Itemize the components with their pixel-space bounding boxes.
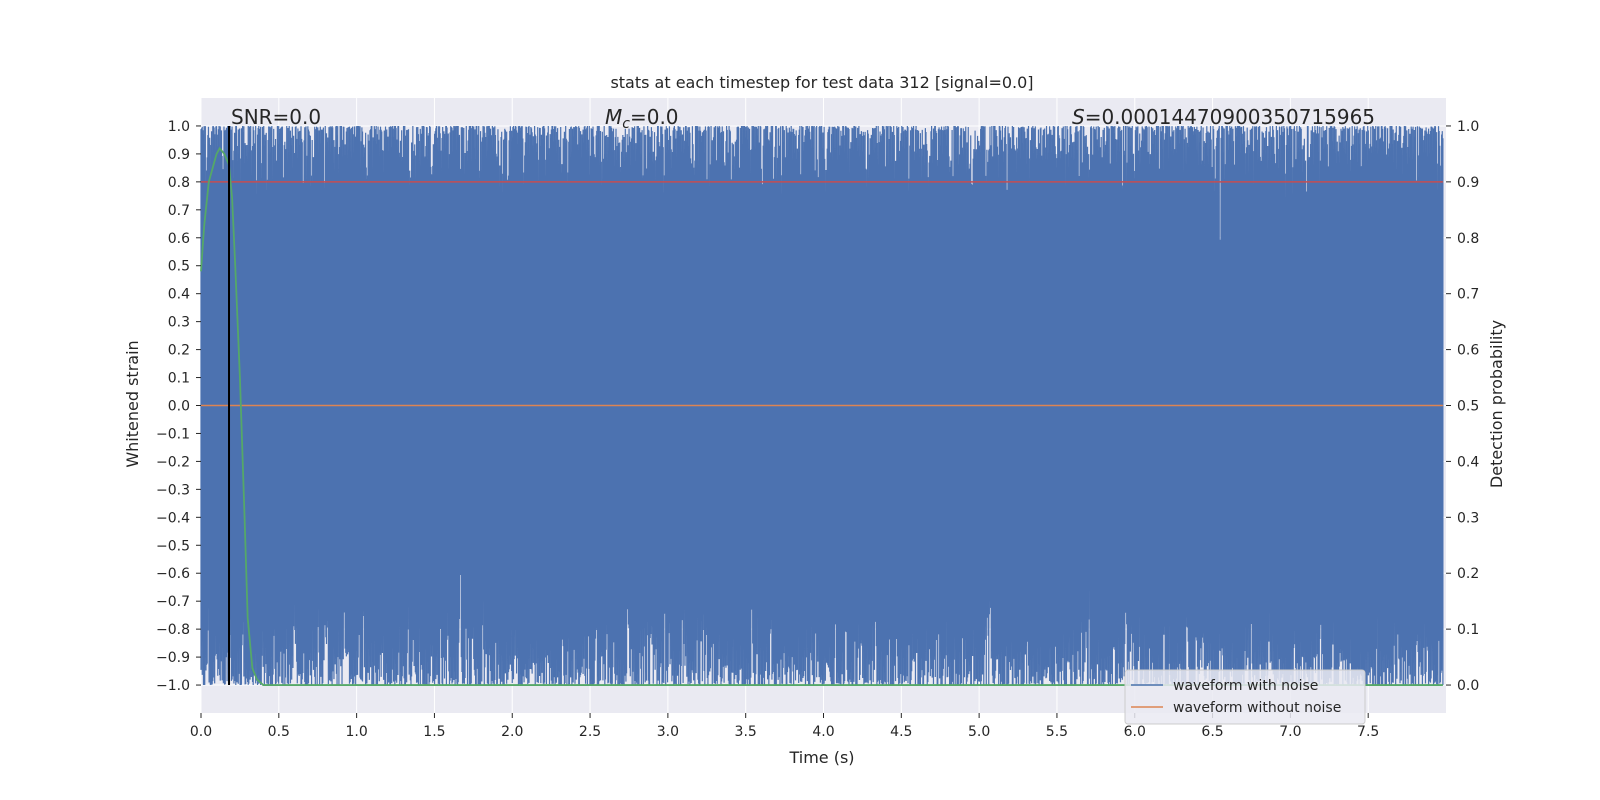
y-left-tick-label: −0.1 <box>156 426 190 442</box>
legend: waveform with noise waveform without noi… <box>1124 669 1366 725</box>
y-right-tick-label: 0.9 <box>1457 175 1479 191</box>
legend-box <box>1124 669 1366 725</box>
mc-annotation: Mc=0.0 <box>605 105 679 132</box>
snr-annotation: SNR=0.0 <box>231 105 321 129</box>
y-right-tick-label: 1.0 <box>1457 119 1479 135</box>
y-right-tick-label: 0.1 <box>1457 622 1479 638</box>
y-axis-right-label: Detection probability <box>1487 320 1506 488</box>
s-symbol: S <box>1072 105 1085 129</box>
y-left-tick-label: −0.3 <box>156 482 190 498</box>
y-left-tick-label: 0.3 <box>168 315 190 331</box>
mc-subscript: c <box>622 116 630 132</box>
x-tick-label: 0.5 <box>268 724 290 740</box>
x-tick-label: 2.5 <box>579 724 601 740</box>
y-left-tick-label: 0.9 <box>168 147 190 163</box>
y-left-tick-label: 0.4 <box>168 287 190 303</box>
waveform-with-noise-series <box>200 125 1444 686</box>
y-right-tick-label: 0.7 <box>1457 287 1479 303</box>
y-left-tick-label: 1.0 <box>168 119 190 135</box>
y-left-tick-label: 0.0 <box>168 399 190 415</box>
x-tick-label: 5.0 <box>968 724 990 740</box>
mc-value: =0.0 <box>630 105 679 129</box>
y-left-tick-label: 0.7 <box>168 203 190 219</box>
legend-label-clean: waveform without noise <box>1173 700 1341 716</box>
y-right-tick-label: 0.6 <box>1457 343 1479 359</box>
y-left-tick-label: 0.1 <box>168 371 190 387</box>
y-left-tick-label: −0.5 <box>156 538 190 554</box>
y-left-tick-label: −0.2 <box>156 454 190 470</box>
waveform-with-noise-line <box>200 125 1444 686</box>
x-tick-label: 5.5 <box>1046 724 1068 740</box>
y-right-tick-label: 0.0 <box>1457 678 1479 694</box>
chart-title: stats at each timestep for test data 312… <box>610 73 1033 92</box>
y-left-tick-label: −0.4 <box>156 510 190 526</box>
x-axis-label: Time (s) <box>788 748 854 767</box>
y-left-tick-label: 0.2 <box>168 343 190 359</box>
overlay-series <box>200 125 1443 686</box>
y-right-tick-label: 0.8 <box>1457 231 1479 247</box>
x-tick-label: 3.5 <box>735 724 757 740</box>
y-left-tick-label: −1.0 <box>156 678 190 694</box>
legend-label-noise: waveform with noise <box>1173 678 1318 694</box>
y-left-tick-label: −0.8 <box>156 622 190 638</box>
x-tick-label: 4.5 <box>890 724 912 740</box>
y-right-tick-label: 0.2 <box>1457 566 1479 582</box>
s-annotation: S=0.0001447090035071596​5 <box>1072 105 1375 129</box>
y-left-tick-label: 0.8 <box>168 175 190 191</box>
y-left-tick-label: 0.5 <box>168 259 190 275</box>
x-tick-label: 1.5 <box>423 724 445 740</box>
y-right-tick-label: 0.5 <box>1457 399 1479 415</box>
y-axis-left-label: Whitened strain <box>123 340 142 467</box>
x-tick-label: 1.0 <box>345 724 367 740</box>
y-left-tick-label: −0.9 <box>156 650 190 666</box>
x-tick-label: 7.5 <box>1357 724 1379 740</box>
y-left-tick-label: −0.6 <box>156 566 190 582</box>
x-tick-label: 6.0 <box>1124 724 1146 740</box>
x-tick-label: 7.0 <box>1279 724 1301 740</box>
x-tick-label: 3.0 <box>657 724 679 740</box>
y-right-tick-label: 0.3 <box>1457 510 1479 526</box>
x-tick-label: 2.0 <box>501 724 523 740</box>
y-left-tick-label: 0.6 <box>168 231 190 247</box>
s-value: =0.0001447090035071596​5 <box>1085 105 1375 129</box>
y-left-tick-label: −0.7 <box>156 594 190 610</box>
mc-symbol: M <box>605 105 622 129</box>
y-right-tick-label: 0.4 <box>1457 454 1479 470</box>
detection-probability-line <box>200 146 1443 686</box>
x-tick-label: 0.0 <box>190 724 212 740</box>
x-tick-label: 6.5 <box>1201 724 1223 740</box>
x-tick-label: 4.0 <box>812 724 834 740</box>
axis-ticks: 0.0 0.5 1.0 1.5 2.0 2.5 3.0 3.5 4.0 4.5 5.0 5.5 6.0 6… <box>156 119 1479 740</box>
